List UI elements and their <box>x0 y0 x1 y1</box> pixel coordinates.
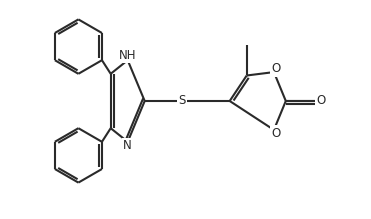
Text: O: O <box>316 95 325 108</box>
Text: O: O <box>272 62 281 75</box>
Text: S: S <box>178 95 186 108</box>
Text: O: O <box>272 127 281 140</box>
Text: N: N <box>123 139 132 152</box>
Text: NH: NH <box>119 49 137 62</box>
